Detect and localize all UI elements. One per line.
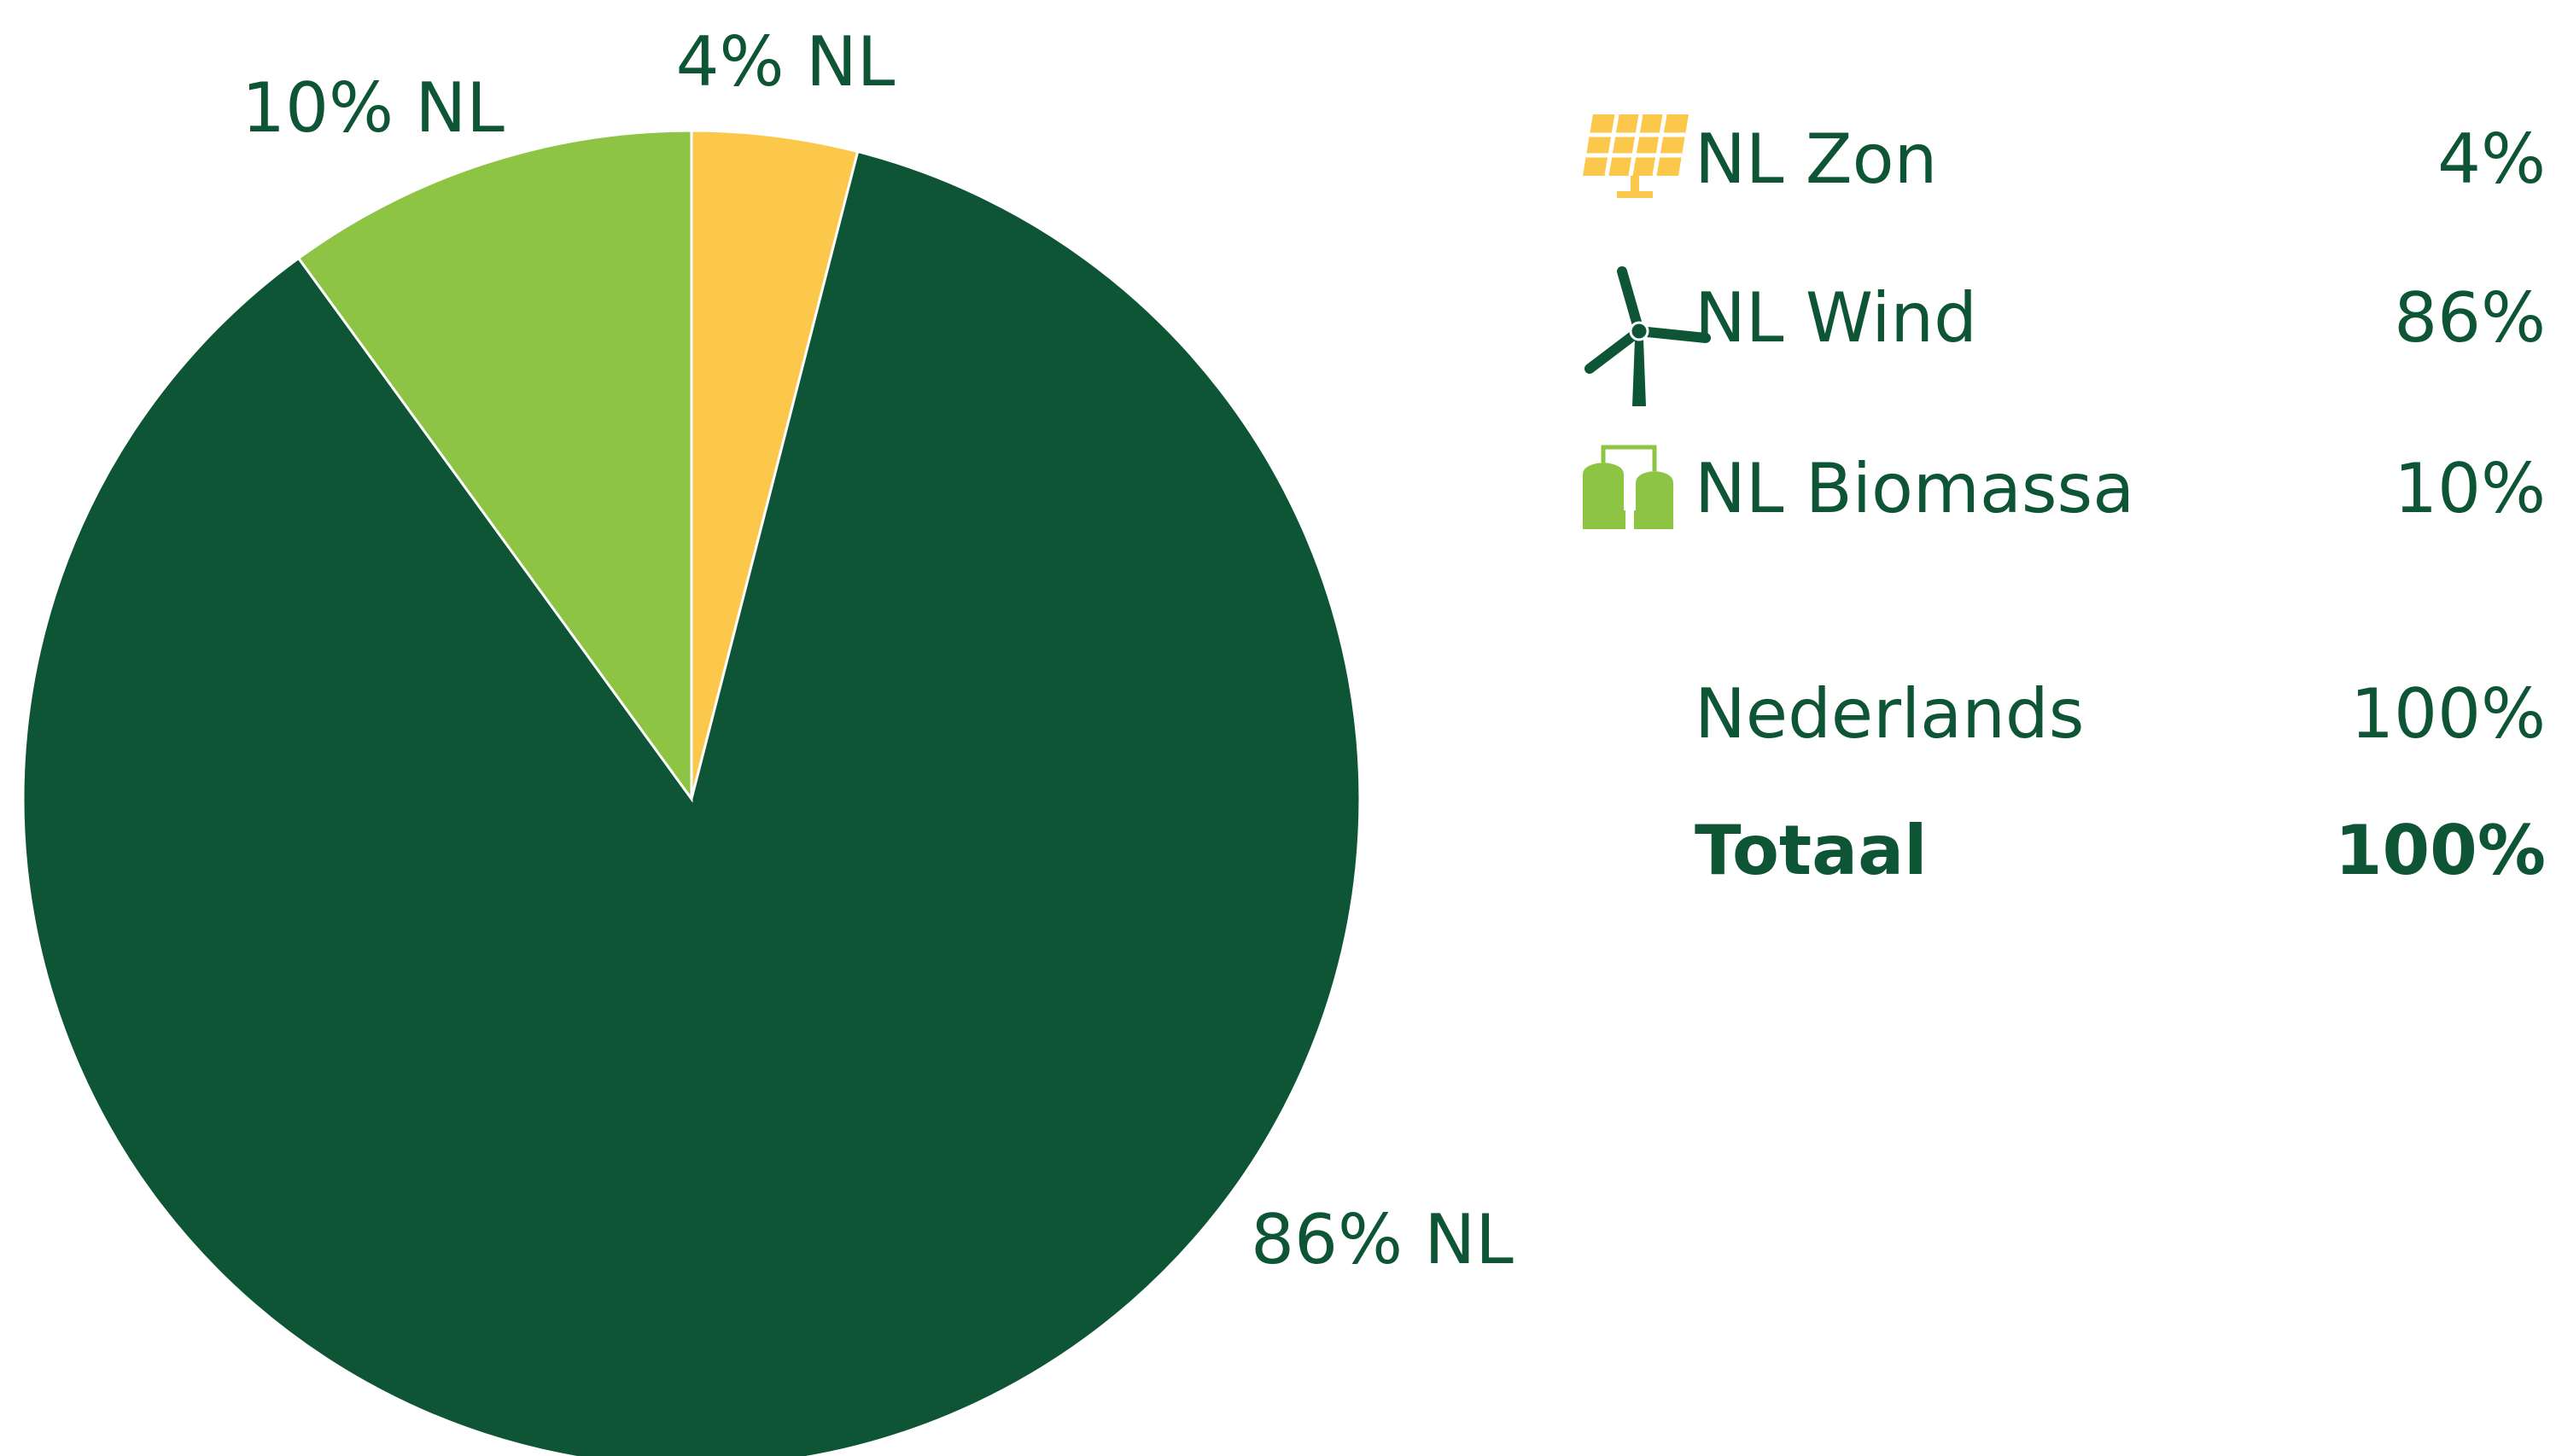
pie-slice [21, 149, 1362, 1456]
data-label: 10% NL [242, 68, 505, 148]
biomass-icon-tank [1583, 463, 1624, 529]
total-value: 100% [2350, 674, 2546, 754]
solar-icon-stand [1631, 176, 1639, 193]
total-label: Nederlands [1695, 674, 2084, 754]
legend-label: NL Zon [1695, 119, 1937, 199]
data-label: 4% NL [676, 22, 896, 102]
turbine-icon-tower [1632, 340, 1646, 406]
turbine-icon-hub [1629, 321, 1649, 341]
pie-slice [296, 129, 693, 803]
legend-icon [1583, 114, 1689, 198]
solar-icon-grid [1604, 114, 1619, 177]
biomass-icon-tank [1636, 471, 1673, 529]
legend-label: NL Biomassa [1695, 449, 2134, 528]
biomass-icon-pipe [1601, 445, 1657, 471]
data-label: 86% NL [1251, 1200, 1514, 1279]
turbine-icon-blade [1617, 266, 1644, 336]
legend-value: 86% [2394, 278, 2546, 358]
legend-value: 10% [2394, 449, 2546, 528]
legend-value: 4% [2437, 119, 2546, 199]
solar-icon-grid [1628, 114, 1643, 177]
turbine-icon-blade [1584, 326, 1644, 374]
legend-icon [1584, 266, 1711, 406]
pie-slice [690, 129, 860, 800]
legend-label: NL Wind [1695, 278, 1977, 358]
solar-icon-base [1617, 191, 1653, 198]
total-label: Totaal [1695, 811, 1928, 890]
total-value: 100% [2335, 811, 2546, 890]
solar-icon-grid [1652, 114, 1667, 177]
turbine-icon-blade [1634, 326, 1711, 343]
biomass-icon-door [1625, 504, 1634, 529]
legend-icon [1583, 445, 1673, 529]
